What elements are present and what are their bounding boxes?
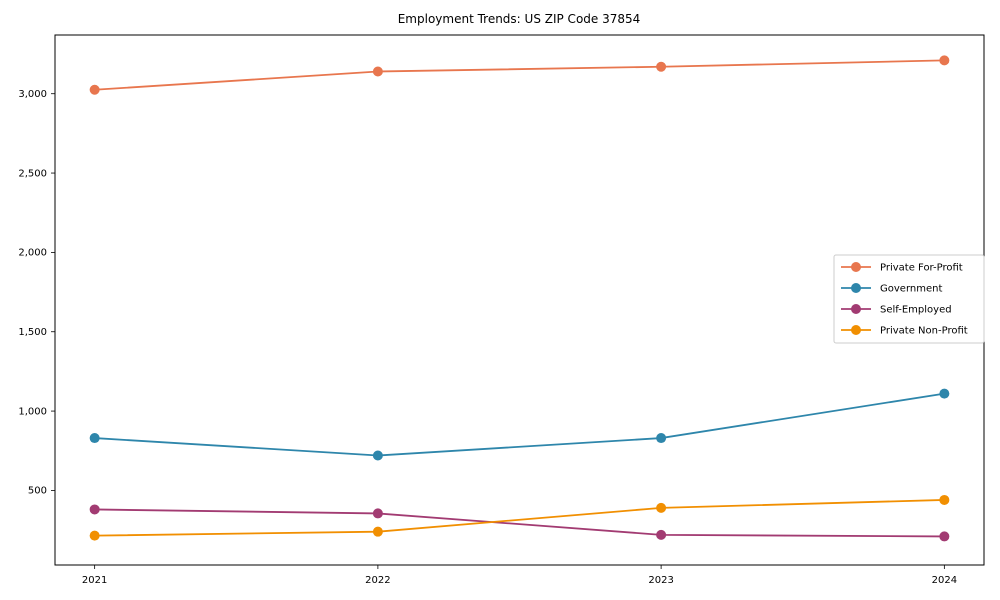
- y-axis-tick-label: 2,000: [18, 248, 47, 259]
- plot-area: 500 1,000 1,500 2,000 2,500 3,000 2021 2022 2023…: [18, 34, 985, 586]
- data-point: [89, 530, 100, 541]
- data-point: [89, 504, 100, 515]
- y-axis-tick-label: 2,500: [18, 168, 47, 179]
- data-point: [89, 84, 100, 95]
- legend-marker: [851, 283, 861, 293]
- x-axis-tick-label: 2023: [648, 575, 673, 586]
- data-point: [372, 526, 383, 537]
- chart-title: Employment Trends: US ZIP Code 37854: [398, 12, 641, 26]
- legend-entry-government: Government: [841, 283, 942, 294]
- legend-box: [833, 254, 985, 344]
- data-point: [939, 55, 950, 66]
- data-point: [656, 433, 667, 444]
- legend-label: Private For-Profit: [880, 262, 963, 273]
- data-point: [939, 388, 950, 399]
- legend-label: Private Non-Profit: [880, 325, 968, 336]
- series-private-non-profit: [89, 494, 950, 541]
- x-axis-tick-label: 2021: [82, 575, 107, 586]
- data-point: [372, 508, 383, 519]
- data-point: [89, 433, 100, 444]
- series-line: [94, 499, 945, 537]
- y-axis: 500 1,000 1,500 2,000 2,500 3,000: [18, 89, 55, 497]
- y-axis-tick-label: 3,000: [18, 89, 47, 100]
- series-line: [94, 59, 945, 91]
- series-self-employed: [89, 504, 950, 542]
- series-line: [94, 392, 945, 457]
- y-axis-tick-label: 1,000: [18, 406, 47, 417]
- legend-marker: [851, 325, 861, 335]
- data-point: [656, 61, 667, 72]
- data-point: [372, 450, 383, 461]
- x-axis: 2021 2022 2023 2024: [82, 565, 957, 586]
- legend-marker: [851, 262, 861, 272]
- data-point: [372, 66, 383, 77]
- x-axis-tick-label: 2022: [365, 575, 390, 586]
- legend-entry-private-for-profit: Private For-Profit: [841, 262, 963, 273]
- legend-label: Government: [880, 283, 942, 294]
- y-axis-tick-label: 500: [28, 486, 47, 497]
- data-point: [939, 494, 950, 505]
- data-point: [656, 529, 667, 540]
- x-axis-tick-label: 2024: [932, 575, 957, 586]
- series-government: [89, 388, 950, 461]
- legend-marker: [851, 304, 861, 314]
- y-axis-tick-label: 1,500: [18, 327, 47, 338]
- series-private-for-profit: [89, 55, 950, 95]
- legend: Private For-Profit Government Self-Employe…: [833, 254, 985, 344]
- data-point: [939, 531, 950, 542]
- legend-entry-private-non-profit: Private Non-Profit: [841, 325, 968, 336]
- series-line: [94, 508, 945, 538]
- legend-label: Self-Employed: [880, 304, 952, 315]
- legend-entry-self-employed: Self-Employed: [841, 304, 952, 315]
- data-point: [656, 502, 667, 513]
